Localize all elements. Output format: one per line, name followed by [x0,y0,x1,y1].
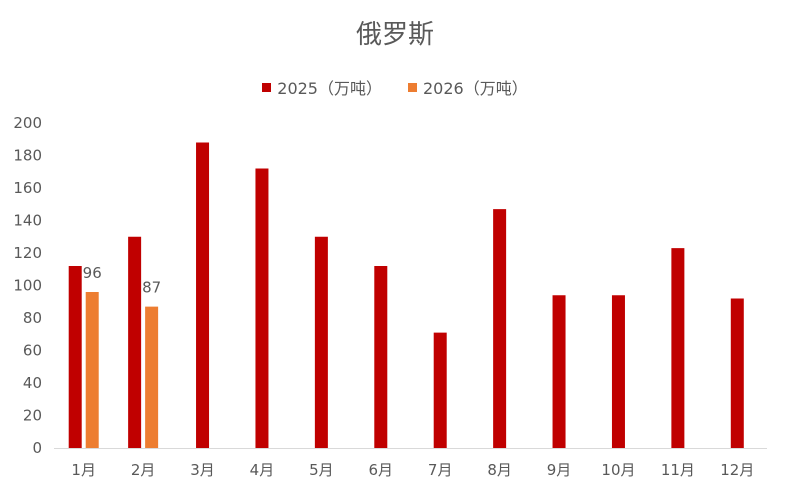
x-tick-label: 4月 [250,461,275,479]
bar-2026 [145,306,159,448]
bar-2025 [196,142,210,448]
y-tick-label: 0 [32,439,42,457]
data-label-2026: 96 [83,264,102,282]
bar-2025 [671,248,685,448]
x-tick-label: 3月 [190,461,215,479]
y-tick-label: 60 [23,342,42,360]
legend-swatch-2026 [408,82,417,92]
bar-2025 [374,266,388,448]
y-tick-label: 160 [13,179,42,197]
chart-title: 俄罗斯 [355,20,434,50]
y-tick-label: 20 [23,407,42,425]
bar-2025 [493,209,507,448]
legend-swatch-2025 [262,82,272,92]
y-tick-label: 120 [13,244,42,262]
x-tick-label: 12月 [720,461,754,479]
bar-2026 [85,292,99,448]
y-tick-label: 140 [13,212,42,230]
x-tick-label: 10月 [601,461,635,479]
x-tick-label: 2月 [131,461,156,479]
y-tick-label: 40 [23,374,42,392]
bar-2025 [433,332,447,448]
x-tick-label: 6月 [369,461,394,479]
bar-2025 [128,236,142,448]
x-tick-label: 7月 [428,461,453,479]
bar-2025 [730,298,744,448]
legend-item-2026: 2026（万吨） [408,75,528,99]
bar-2025 [255,168,269,448]
y-tick-label: 180 [13,147,42,165]
x-tick-label: 9月 [547,461,572,479]
bar-2025 [611,295,625,448]
legend-label-2025: 2025（万吨） [277,79,382,98]
bar-2025 [314,236,328,448]
x-tick-label: 1月 [71,461,96,479]
x-tick-label: 8月 [487,461,512,479]
bar-2025 [552,295,566,448]
y-tick-label: 80 [23,309,42,327]
bar-2025 [68,266,82,448]
legend-item-2025: 2025（万吨） [262,75,382,99]
y-tick-label: 100 [13,277,42,295]
x-tick-label: 5月 [309,461,334,479]
data-label-2026: 87 [142,279,161,297]
legend-label-2026: 2026（万吨） [423,79,528,98]
x-tick-label: 11月 [661,461,695,479]
y-tick-label: 200 [13,114,42,132]
legend: 2025（万吨） 2026（万吨） [0,75,790,99]
